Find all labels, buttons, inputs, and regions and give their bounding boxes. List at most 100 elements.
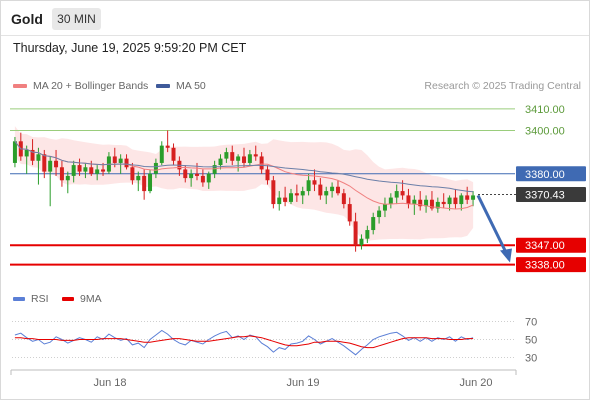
candle-body: [101, 169, 106, 172]
ma50-swatch-icon: [156, 84, 170, 89]
candle-body: [429, 199, 434, 209]
candle-body: [382, 204, 387, 211]
legend-ma50-label: MA 50: [176, 80, 206, 92]
legend-bollinger-label: MA 20 + Bollinger Bands: [33, 80, 149, 92]
header-divider: [1, 35, 589, 36]
candle-body: [330, 186, 335, 192]
candle-body: [353, 221, 358, 246]
candle-body: [59, 167, 64, 181]
candle-body: [377, 210, 382, 218]
rsi-swatch-icon: [13, 297, 25, 302]
candle-body: [54, 160, 59, 168]
legend-rsi-ma: 9MA: [62, 293, 102, 305]
candle-body: [247, 154, 252, 163]
candle-body: [71, 165, 76, 176]
candle-body: [453, 197, 458, 205]
level-label-resistance: 3400.00: [525, 125, 565, 137]
candle-body: [400, 191, 405, 196]
candle-body: [236, 156, 241, 161]
candle-body: [394, 191, 399, 198]
candle-body: [65, 175, 70, 181]
rsi-ma-swatch-icon: [62, 297, 74, 302]
candle-body: [48, 160, 53, 172]
candle-body: [159, 145, 164, 163]
level-label-bg: [516, 257, 586, 273]
rsi-tick-label: 30: [525, 353, 537, 365]
candle-body: [412, 199, 417, 205]
ma20-swatch-icon: [13, 84, 27, 89]
candle-body: [230, 152, 235, 161]
level-label-support: 3347.00: [525, 240, 565, 252]
candle-body: [271, 180, 276, 205]
legend-rsi-label: RSI: [31, 293, 49, 305]
candle-body: [153, 162, 158, 174]
candle-body: [42, 154, 47, 172]
candle-body: [200, 175, 205, 183]
rsi-tick-label: 70: [525, 317, 537, 329]
research-credit: Research © 2025 Trading Central: [424, 80, 581, 92]
candle-body: [471, 195, 476, 200]
candle-body: [324, 191, 329, 196]
bollinger-band-area: [14, 126, 474, 241]
forecast-arrow-head-icon: [500, 248, 512, 263]
candle-body: [165, 145, 170, 148]
instrument-title: Gold: [11, 11, 43, 27]
candle-body: [195, 173, 200, 176]
level-label-support: 3338.00: [525, 260, 565, 272]
x-tick-label: Jun 18: [93, 377, 126, 389]
timeframe-button[interactable]: 30 MIN: [52, 8, 101, 30]
candle-body: [112, 156, 117, 163]
candle-body: [24, 149, 29, 157]
candle-body: [341, 193, 346, 205]
candle-body: [118, 158, 123, 163]
candle-body: [83, 167, 88, 172]
candle-body: [130, 167, 135, 181]
level-label-bg: [516, 186, 586, 202]
candle-body: [171, 147, 176, 161]
level-label-bg: [516, 237, 586, 253]
candle-body: [283, 197, 288, 202]
candle-body: [447, 197, 452, 205]
level-label-pivot: 3380.00: [525, 169, 565, 181]
candle-body: [206, 173, 211, 183]
rsi-ma-line: [14, 335, 474, 349]
level-label-bg: [516, 166, 586, 182]
candle-body: [371, 217, 376, 231]
candle-body: [142, 175, 147, 192]
candle-body: [335, 186, 340, 194]
candle-body: [253, 154, 258, 157]
candle-body: [259, 156, 264, 170]
rsi-tick-label: 50: [525, 335, 537, 347]
candle-body: [388, 197, 393, 205]
candle-body: [265, 169, 270, 181]
candle-body: [318, 184, 323, 196]
ma50-line: [14, 140, 474, 193]
candle-body: [224, 152, 229, 159]
candle-body: [124, 158, 129, 168]
candle-body: [441, 201, 446, 205]
legend-bollinger: MA 20 + Bollinger Bands: [13, 80, 148, 92]
level-label-last: 3370.43: [525, 189, 565, 201]
candle-body: [218, 158, 223, 166]
candle-body: [148, 173, 153, 192]
legend-rsi-ma-label: 9MA: [80, 293, 102, 305]
candle-body: [300, 191, 305, 196]
candle-body: [306, 180, 311, 192]
candle-body: [183, 169, 188, 179]
legend-rsi: RSI: [13, 293, 49, 305]
candle-body: [89, 167, 94, 174]
candle-body: [189, 173, 194, 179]
candle-body: [459, 195, 464, 205]
candle-body: [242, 156, 246, 163]
candle-body: [136, 175, 141, 181]
candle-body: [359, 238, 364, 246]
candle-body: [418, 199, 423, 207]
timestamp: Thursday, June 19, 2025 9:59:20 PM CET: [13, 41, 247, 55]
candle-body: [465, 195, 470, 200]
candle-body: [435, 201, 440, 209]
candle-body: [77, 165, 82, 172]
candle-body: [365, 230, 370, 239]
candle-body: [30, 149, 35, 161]
candle-body: [294, 193, 299, 196]
